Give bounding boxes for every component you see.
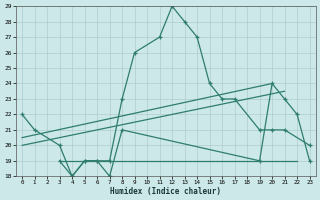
X-axis label: Humidex (Indice chaleur): Humidex (Indice chaleur): [110, 187, 221, 196]
